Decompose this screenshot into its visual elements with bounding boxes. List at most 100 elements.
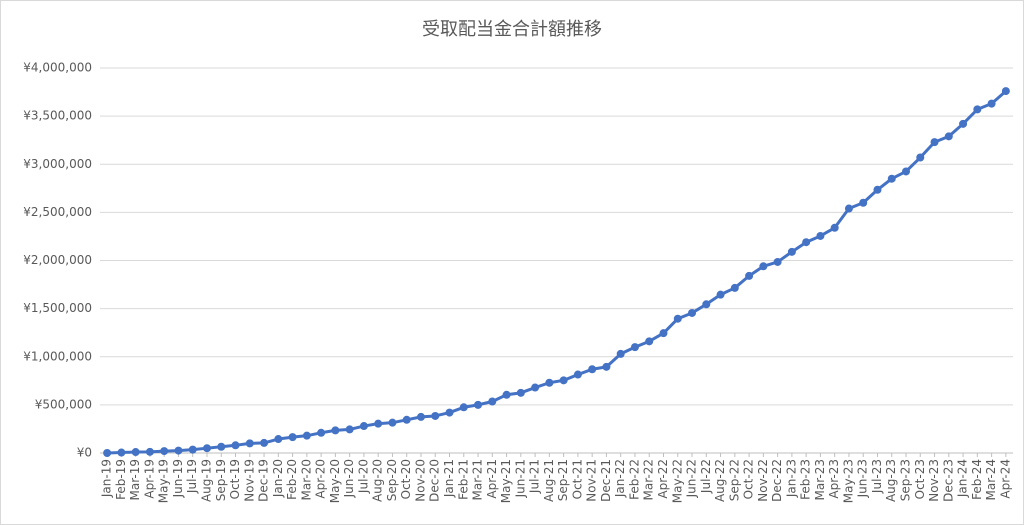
y-tick-label: ¥4,000,000 [23,61,92,75]
x-tick-label: May-21 [499,459,513,503]
point [131,448,140,457]
point [388,418,397,427]
x-tick-label: Mar-21 [471,459,485,500]
point [245,439,254,448]
point [816,231,825,240]
x-tick-label: Dec-22 [770,459,784,502]
point [103,449,112,457]
y-tick-label: ¥3,000,000 [23,157,92,171]
point [844,204,853,213]
point [773,257,782,266]
point [573,370,582,379]
x-tick-label: Jan-22 [613,459,627,498]
point [873,185,882,194]
x-tick-label: Aug-21 [542,459,556,502]
x-tick-label: Mar-23 [813,459,827,500]
x-tick-label: Dec-19 [257,459,271,502]
x-tick-label: Mar-22 [642,459,656,500]
point [545,378,554,387]
point [630,343,639,352]
point [616,349,625,358]
x-tick-label: Jun-23 [856,459,870,498]
point [973,105,982,114]
x-tick-label: Jun-21 [513,459,527,498]
point [559,376,568,385]
point [516,388,525,397]
point [402,415,411,424]
x-tick-label: Sep-23 [899,459,913,501]
point [987,99,996,108]
point [431,411,440,420]
x-tick-label: Apr-23 [827,459,841,499]
point [231,441,240,450]
point [902,167,911,176]
y-tick-label: ¥2,000,000 [23,253,92,267]
x-tick-label: Feb-20 [285,459,299,500]
point [331,426,340,435]
x-tick-label: Nov-19 [242,459,256,502]
point [588,365,597,374]
x-tick-label: Jan-19 [100,459,114,498]
point [673,314,682,323]
x-tick-label: May-19 [157,459,171,503]
x-tick-label: Oct-19 [228,459,242,499]
point [959,119,968,128]
point [160,447,169,456]
x-tick-label: Sep-22 [727,459,741,501]
point [117,448,126,457]
x-tick-label: May-20 [328,459,342,503]
x-tick-label: Jun-20 [342,459,356,498]
x-tick-label: Sep-19 [214,459,228,501]
x-tick-label: Aug-22 [713,459,727,502]
x-tick-label: Feb-19 [114,459,128,500]
x-tick-label: Nov-21 [585,459,599,502]
point [416,412,425,421]
x-tick-label: Jul-23 [870,459,884,494]
x-tick-label: Jan-24 [956,459,970,498]
point [260,438,269,447]
point [202,444,211,453]
point [217,442,226,451]
x-tick-label: Oct-20 [399,459,413,499]
x-tick-label: Jul-19 [185,459,199,494]
x-tick-label: Jul-21 [528,459,542,494]
point [502,390,511,399]
x-tick-label: Feb-23 [799,459,813,500]
point [787,247,796,256]
point [759,262,768,271]
x-tick-label: Feb-24 [970,459,984,500]
point [702,300,711,309]
point [730,283,739,292]
x-tick-label: Apr-20 [314,459,328,499]
y-tick-label: ¥0 [77,446,92,460]
y-tick-label: ¥1,500,000 [23,301,92,315]
x-tick-label: Aug-19 [199,459,213,502]
point [887,174,896,183]
x-tick-label: Jan-23 [784,459,798,498]
x-tick-label: Jun-22 [685,459,699,498]
x-tick-label: Jul-22 [699,459,713,494]
point [1001,87,1010,96]
x-tick-label: Jan-21 [442,459,456,498]
x-tick-label: Oct-21 [570,459,584,499]
line [107,89,1007,455]
x-tick-label: Feb-22 [627,459,641,500]
point [302,431,311,440]
y-tick-label: ¥2,500,000 [23,205,92,219]
point [802,238,811,247]
x-tick-label: Apr-21 [485,459,499,499]
point [716,290,725,299]
point [645,337,654,346]
point [602,362,611,371]
y-tick-label: ¥3,500,000 [23,109,92,123]
x-tick-label: Jun-19 [171,459,185,498]
chart-title: 受取配当金合計額推移 [422,19,602,40]
x-tick-label: May-22 [670,459,684,503]
point [659,329,668,338]
x-tick-label: Jul-20 [356,459,370,494]
x-tick-label: Apr-24 [998,459,1012,499]
x-tick-label: Mar-19 [128,459,142,500]
point [345,425,354,434]
